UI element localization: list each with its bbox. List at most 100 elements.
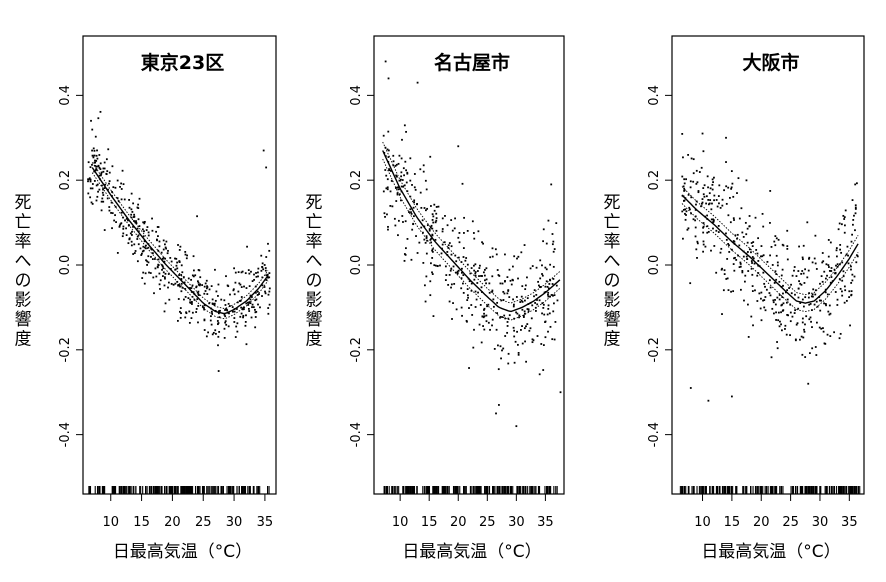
data-point: [102, 194, 105, 196]
data-point: [137, 230, 140, 233]
data-point: [402, 185, 405, 188]
data-point: [782, 244, 785, 247]
x-tick-label: 15: [133, 515, 150, 530]
data-point: [228, 312, 230, 315]
data-point: [159, 288, 161, 290]
data-point: [478, 275, 480, 277]
data-point: [721, 198, 724, 201]
data-point: [769, 294, 772, 297]
data-point: [775, 311, 777, 314]
data-point: [537, 280, 540, 283]
data-point: [234, 271, 237, 274]
data-point: [429, 155, 432, 158]
data-point: [692, 180, 695, 183]
data-point: [689, 208, 691, 211]
data-point: [167, 286, 169, 289]
data-point: [524, 288, 527, 291]
data-point: [461, 267, 463, 270]
data-point: [210, 315, 212, 318]
data-point: [460, 306, 463, 309]
data-point: [90, 201, 93, 204]
data-point: [471, 220, 474, 223]
data-point: [548, 283, 551, 285]
data-point: [115, 221, 117, 223]
data-point: [133, 252, 136, 254]
data-point: [510, 283, 513, 286]
data-point: [205, 279, 208, 282]
data-point: [529, 327, 532, 330]
data-point: [158, 245, 161, 248]
data-point: [806, 276, 809, 279]
data-point: [147, 234, 150, 237]
data-point: [544, 266, 547, 269]
data-point: [752, 241, 755, 243]
data-point: [406, 171, 409, 174]
data-point: [190, 287, 193, 289]
data-point: [743, 299, 745, 302]
x-tick-label: 20: [450, 515, 467, 530]
x-tick-label: 30: [226, 515, 243, 530]
data-point: [180, 274, 183, 276]
data-point: [395, 174, 398, 177]
fit-line: [91, 167, 269, 315]
data-point: [122, 227, 125, 230]
data-point: [158, 240, 161, 243]
data-point: [213, 304, 216, 307]
data-point: [721, 204, 724, 207]
data-point: [188, 310, 191, 313]
data-point: [196, 298, 199, 301]
data-point: [450, 283, 453, 286]
data-point: [195, 311, 198, 313]
data-point: [483, 274, 486, 277]
data-point: [774, 270, 777, 273]
data-point: [508, 314, 511, 317]
data-point: [264, 292, 267, 295]
data-point: [751, 273, 754, 276]
data-point: [752, 257, 755, 260]
y-tick-label: 0.0: [349, 255, 364, 276]
data-point: [131, 230, 133, 233]
data-point: [214, 329, 217, 332]
data-point: [730, 187, 733, 190]
data-point: [541, 274, 544, 277]
data-point: [260, 269, 263, 272]
data-point: [268, 276, 271, 279]
data-point: [116, 252, 119, 254]
data-point: [387, 149, 390, 152]
data-point: [136, 238, 139, 240]
data-point: [723, 269, 726, 272]
data-point: [119, 185, 121, 188]
data-point: [547, 219, 550, 222]
data-point: [136, 206, 139, 209]
data-point: [496, 312, 499, 315]
data-point: [139, 247, 142, 250]
data-point: [744, 274, 747, 277]
data-point: [828, 304, 831, 307]
data-point: [394, 187, 397, 189]
data-point: [437, 205, 440, 208]
data-point: [175, 264, 178, 267]
data-point: [429, 226, 432, 229]
data-point: [703, 195, 706, 198]
data-point: [388, 168, 390, 170]
data-point: [396, 186, 399, 189]
data-point: [268, 287, 271, 290]
data-point: [431, 250, 434, 253]
data-point: [782, 292, 784, 295]
data-point: [756, 300, 759, 302]
data-point: [435, 229, 438, 232]
data-point: [190, 317, 193, 320]
data-point: [801, 317, 804, 320]
data-point: [474, 272, 477, 275]
data-point: [203, 329, 206, 331]
data-point: [811, 261, 814, 264]
data-point: [728, 251, 731, 253]
data-point: [217, 283, 220, 286]
data-point: [168, 298, 171, 301]
data-point: [813, 257, 816, 260]
data-point: [770, 246, 773, 248]
data-point: [718, 184, 721, 187]
data-point: [483, 328, 486, 331]
data-point: [390, 169, 392, 172]
data-point: [507, 362, 510, 365]
